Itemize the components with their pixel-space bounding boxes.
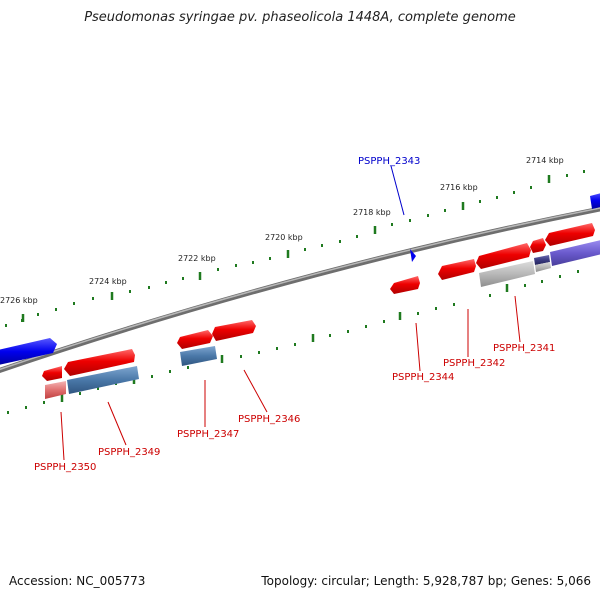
leader-line-2349 bbox=[107, 401, 127, 446]
cds-bar-pink[interactable] bbox=[45, 381, 66, 399]
tick-label-2716: 2716 kbp bbox=[440, 183, 478, 192]
gene-label-pspph-2343[interactable]: PSPPH_2343 bbox=[358, 156, 420, 167]
leader-line-2341 bbox=[514, 295, 521, 343]
leader-line-2343 bbox=[390, 165, 405, 216]
gene-label-pspph-2346[interactable]: PSPPH_2346 bbox=[238, 414, 300, 425]
inner-major-ticks bbox=[60, 284, 509, 402]
tick-label-2720: 2720 kbp bbox=[265, 233, 303, 242]
outer-major-ticks bbox=[21, 175, 551, 322]
gene-arrow-left-blue[interactable] bbox=[0, 338, 57, 365]
leader-line-2344 bbox=[415, 322, 421, 372]
gene-arrow-small-red[interactable] bbox=[530, 238, 546, 253]
cds-bar-navy[interactable] bbox=[534, 255, 550, 265]
gene-arrow-pspph-2350[interactable] bbox=[42, 366, 62, 381]
gene-arrow-pspph-2341[interactable] bbox=[476, 243, 531, 269]
map-title: Pseudomonas syringae pv. phaseolicola 14… bbox=[84, 10, 516, 25]
gene-arrow-far-right-red[interactable] bbox=[545, 223, 595, 246]
gene-label-pspph-2349[interactable]: PSPPH_2349 bbox=[98, 447, 160, 458]
cds-bar-purple[interactable] bbox=[550, 240, 600, 266]
cds-bar-light-gray[interactable] bbox=[535, 262, 551, 272]
leader-line-2350 bbox=[60, 411, 65, 461]
tick-label-2722: 2722 kbp bbox=[178, 254, 216, 263]
gene-marker-pspph-2343[interactable] bbox=[410, 249, 416, 262]
gene-arrow-pspph-2347[interactable] bbox=[177, 330, 213, 349]
cds-bar-steel-2349[interactable] bbox=[67, 366, 139, 394]
gene-arrow-pspph-2342[interactable] bbox=[438, 259, 476, 280]
gene-label-pspph-2350[interactable]: PSPPH_2350 bbox=[34, 462, 96, 473]
gene-arrow-right-blue[interactable] bbox=[590, 192, 600, 209]
inner-tick-track bbox=[7, 270, 579, 414]
gene-label-pspph-2341[interactable]: PSPPH_2341 bbox=[493, 343, 555, 354]
tick-label-2724: 2724 kbp bbox=[89, 277, 127, 286]
gene-label-pspph-2344[interactable]: PSPPH_2344 bbox=[392, 372, 454, 383]
accession-text: Accession: NC_005773 bbox=[9, 574, 146, 588]
tick-label-2726: 2726 kbp bbox=[0, 296, 38, 305]
gene-label-pspph-2342[interactable]: PSPPH_2342 bbox=[443, 358, 505, 369]
tick-label-2718: 2718 kbp bbox=[353, 208, 391, 217]
gene-label-pspph-2347[interactable]: PSPPH_2347 bbox=[177, 429, 239, 440]
gene-arrow-pspph-2349[interactable] bbox=[64, 349, 135, 376]
tick-label-2714: 2714 kbp bbox=[526, 156, 564, 165]
genome-backbone bbox=[0, 206, 600, 373]
gene-arrow-pspph-2346[interactable] bbox=[212, 320, 256, 341]
outer-tick-track bbox=[5, 170, 585, 327]
cds-bar-steel-2347[interactable] bbox=[180, 346, 217, 366]
leader-line-2346 bbox=[243, 369, 268, 413]
cds-bar-gray[interactable] bbox=[479, 261, 535, 287]
gene-arrow-pspph-2344[interactable] bbox=[390, 276, 420, 294]
genome-summary-text: Topology: circular; Length: 5,928,787 bp… bbox=[261, 574, 591, 588]
